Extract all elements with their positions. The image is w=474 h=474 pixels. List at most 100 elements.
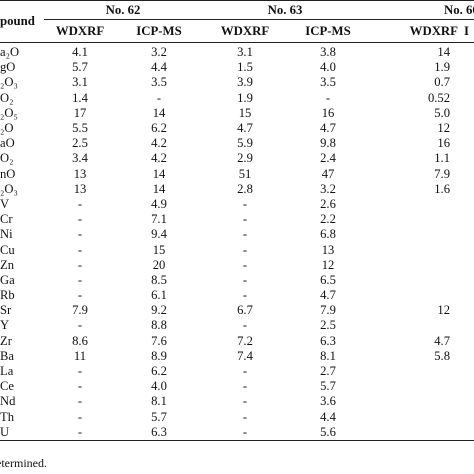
value-cell: 8.5 [151,272,167,287]
value-cell [464,334,474,349]
value-cell [368,227,464,242]
table-row: La - 6.2 - 2.7 [0,364,474,379]
value-cell [464,349,474,364]
value-cell [464,182,474,197]
compound-name: Ni [0,227,13,242]
value-cell [368,258,464,273]
value-cell [464,394,474,409]
value-cell: 3.5 [151,75,167,90]
value-cell: 47 [321,166,335,181]
value-cell: 1.9 [237,90,253,105]
value-cell: - [77,409,83,424]
table-row: Ce - 4.0 - 5.7 [0,379,474,394]
value-cell: 20 [152,257,166,272]
value-cell: 5.0 [434,105,450,120]
value-cell [464,60,474,75]
table-row: V - 4.9 - 2.6 [0,197,474,212]
value-cell: 7.9 [320,303,336,318]
value-cell [464,212,474,227]
table-body: a₂O 4.1 3.2 3.1 3.8 14 gO 5.7 4.4 1.5 4.0 1.9 ₂O₃ 3.1… [0,43,474,441]
table-row: Cr - 7.1 - 2.2 [0,212,474,227]
value-cell: 5.7 [151,409,167,424]
value-cell: 7.9 [434,166,450,181]
value-cell [464,273,474,288]
value-cell: - [325,90,331,105]
table-row: nO 13 14 51 47 7.9 [0,167,474,182]
value-cell [464,151,474,166]
value-cell: - [242,394,248,409]
value-cell: 3.1 [72,75,88,90]
value-cell: 17 [73,105,87,120]
value-cell: - [77,318,83,333]
group-header-no62: No. 62 [44,0,202,20]
compound-name: Ce [0,379,14,394]
compound-name: Ba [0,348,14,363]
table-row: a₂O 4.1 3.2 3.1 3.8 14 [0,43,474,61]
value-cell [464,258,474,273]
compound-name: Cu [0,242,15,257]
value-cell: 4.0 [320,60,336,75]
table-row: Th - 5.7 - 4.4 [0,410,474,425]
compound-name: Sr [0,303,12,318]
value-cell: 3.5 [320,75,336,90]
value-cell: 3.2 [151,45,167,60]
value-cell [464,106,474,121]
value-cell: - [242,379,248,394]
value-cell: - [242,227,248,242]
table-row: Zn - 20 - 12 [0,258,474,273]
compound-name: a₂O [0,45,20,60]
value-cell: 3.6 [320,394,336,409]
compound-name: Ga [0,272,15,287]
value-cell: 4.9 [151,196,167,211]
value-cell: 7.4 [237,348,253,363]
value-cell: 6.5 [320,272,336,287]
value-cell: - [156,90,162,105]
value-cell: 0.52 [427,90,450,105]
value-cell: 5.7 [320,379,336,394]
table-row: O₂ 3.4 4.2 2.9 2.4 1.1 [0,151,474,166]
compound-name: nO [0,166,16,181]
table-row: Cu - 15 - 13 [0,242,474,257]
value-cell [464,121,474,136]
value-cell: 4.4 [320,409,336,424]
value-cell: 2.2 [320,212,336,227]
value-cell: - [242,272,248,287]
value-cell: 6.8 [320,227,336,242]
value-cell: 5.7 [72,60,88,75]
value-cell [464,364,474,379]
value-cell: 14 [152,181,166,196]
table-row: Ni - 9.4 - 6.8 [0,227,474,242]
compound-name: ₂O₃ [0,75,18,90]
value-cell: 16 [437,136,450,151]
compound-name: O₂ [0,90,14,105]
compound-name: Cr [0,212,13,227]
value-cell: 2.9 [237,151,253,166]
value-cell: 6.7 [237,303,253,318]
method-header: WDXRF [44,19,116,43]
value-cell: 4.7 [320,288,336,303]
value-cell: - [77,272,83,287]
method-header: WDXRF [202,19,288,43]
value-cell: 7.1 [151,212,167,227]
table-row: ₂O₅ 17 14 15 16 5.0 [0,106,474,121]
table-row: ₂O 5.5 6.2 4.7 4.7 12 [0,121,474,136]
value-cell [368,242,464,257]
value-cell: 4.4 [151,60,167,75]
value-cell: 8.6 [72,333,88,348]
value-cell: 1.1 [434,151,450,166]
compound-name: Th [0,409,14,424]
group-header-no66: No. 66 [368,0,474,20]
value-cell: 3.8 [320,45,336,60]
value-cell: 8.1 [320,348,336,363]
compound-name: V [0,196,10,211]
value-cell: - [242,318,248,333]
compound-name: Y [0,318,10,333]
value-cell [368,379,464,394]
value-cell: - [242,257,248,272]
value-cell: 5.9 [237,136,253,151]
compound-name: ₂O [0,121,14,136]
value-cell [368,318,464,333]
value-cell: 3.2 [320,181,336,196]
value-cell: 13 [73,166,87,181]
